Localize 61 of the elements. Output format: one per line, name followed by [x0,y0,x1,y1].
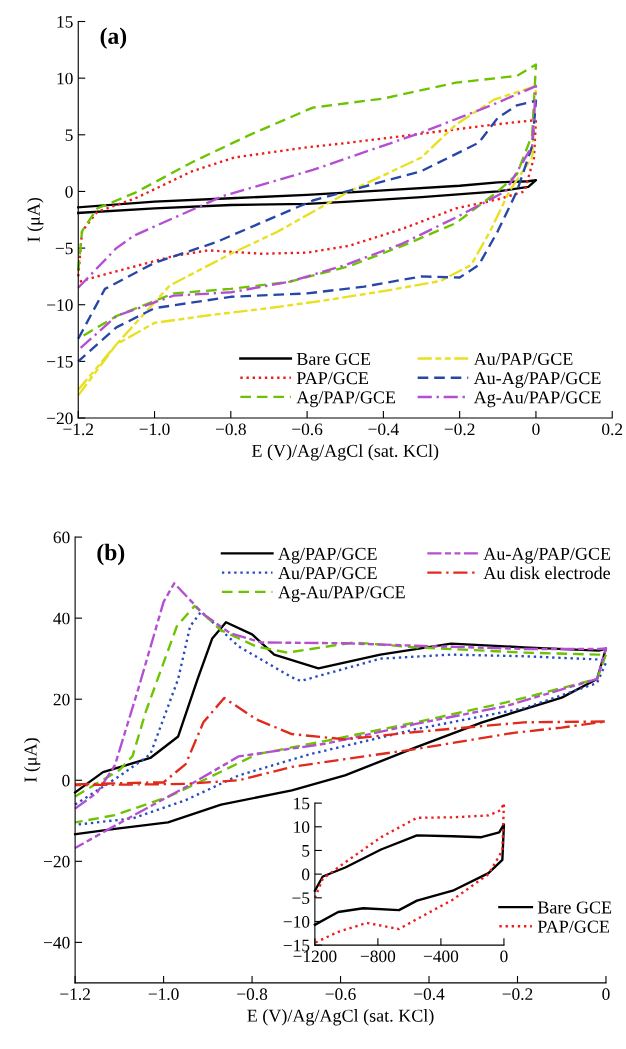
y-tick-label: 0 [62,774,70,787]
legend-label: Au/PAP/GCE [473,352,573,366]
y-tick-label: −40 [43,936,70,949]
y-tick-label: 10 [294,821,310,833]
y-tick-label: 15 [57,16,73,28]
y-tick-label: 5 [65,129,73,141]
y-tick-label: −5 [292,892,310,904]
legend-label: Bare GCE [296,352,371,366]
x-tick-label: −0.2 [444,423,475,436]
y-axis-title: I (μA) [27,197,44,242]
y-tick-label: −15 [283,939,310,952]
annotation: (b) [97,543,125,566]
y-tick-label: 20 [53,693,70,706]
legend-label: Ag/PAP/GCE [278,547,377,564]
x-tick-label: 0.2 [602,423,623,436]
x-tick-label: −0.2 [502,988,533,1001]
legend-label: Au-Ag/PAP/GCE [473,372,601,388]
x-tick-label: 0 [532,423,540,436]
x-tick-label: −1.2 [63,423,94,436]
y-tick-label: 60 [53,531,70,544]
y-tick-label: 40 [53,612,70,625]
x-tick-label: −1200 [293,950,337,963]
legend-label: Au/PAP/GCE [278,567,377,580]
legend-label: Ag-Au/PAP/GCE [473,391,601,408]
x-tick-label: −400 [423,950,459,963]
y-tick-label: −10 [47,299,73,311]
y-tick-label: 5 [302,845,310,857]
x-tick-label: −0.6 [325,988,356,1001]
annotation: (a) [100,27,127,49]
x-axis-title: E (V)/Ag/AgCl (sat. KCl) [251,444,439,461]
y-tick-label: −20 [43,855,70,868]
x-tick-label: −0.4 [368,423,399,436]
legend-label: Bare GCE [537,901,612,914]
x-tick-label: 0 [500,950,508,963]
legend-label: Au disk electrode [483,566,611,580]
y-tick-label: −10 [283,915,310,928]
x-tick-label: −1.0 [139,423,170,436]
x-tick-label: −0.4 [414,988,445,1001]
y-tick-label: 0 [65,185,73,198]
y-tick-label: −20 [47,412,73,425]
x-tick-label: −0.8 [237,988,268,1001]
line-series [77,118,538,284]
x-tick-label: −800 [360,950,396,963]
y-tick-label: −15 [47,355,73,368]
x-tick-label: −1.2 [60,988,90,1001]
x-tick-label: −0.6 [292,423,323,436]
legend-label: Au-Ag/PAP/GCE [483,547,611,564]
y-tick-label: 0 [302,868,310,881]
line-series [73,696,608,787]
y-axis-title: I (μA) [23,738,41,782]
x-tick-label: −0.8 [215,423,246,436]
legend-label: Ag/PAP/GCE [296,391,396,408]
y-tick-label: −5 [55,242,73,255]
legend-label: Ag-Au/PAP/GCE [278,586,405,603]
y-tick-label: 10 [57,72,73,85]
x-tick-label: 0 [602,988,610,1000]
x-tick-label: −1.0 [148,988,179,1001]
y-tick-label: 15 [294,797,310,810]
x-axis-title: E (V)/Ag/AgCl (sat. KCl) [247,1009,434,1026]
legend-label: PAP/GCE [537,920,610,933]
legend-label: PAP/GCE [296,372,369,385]
